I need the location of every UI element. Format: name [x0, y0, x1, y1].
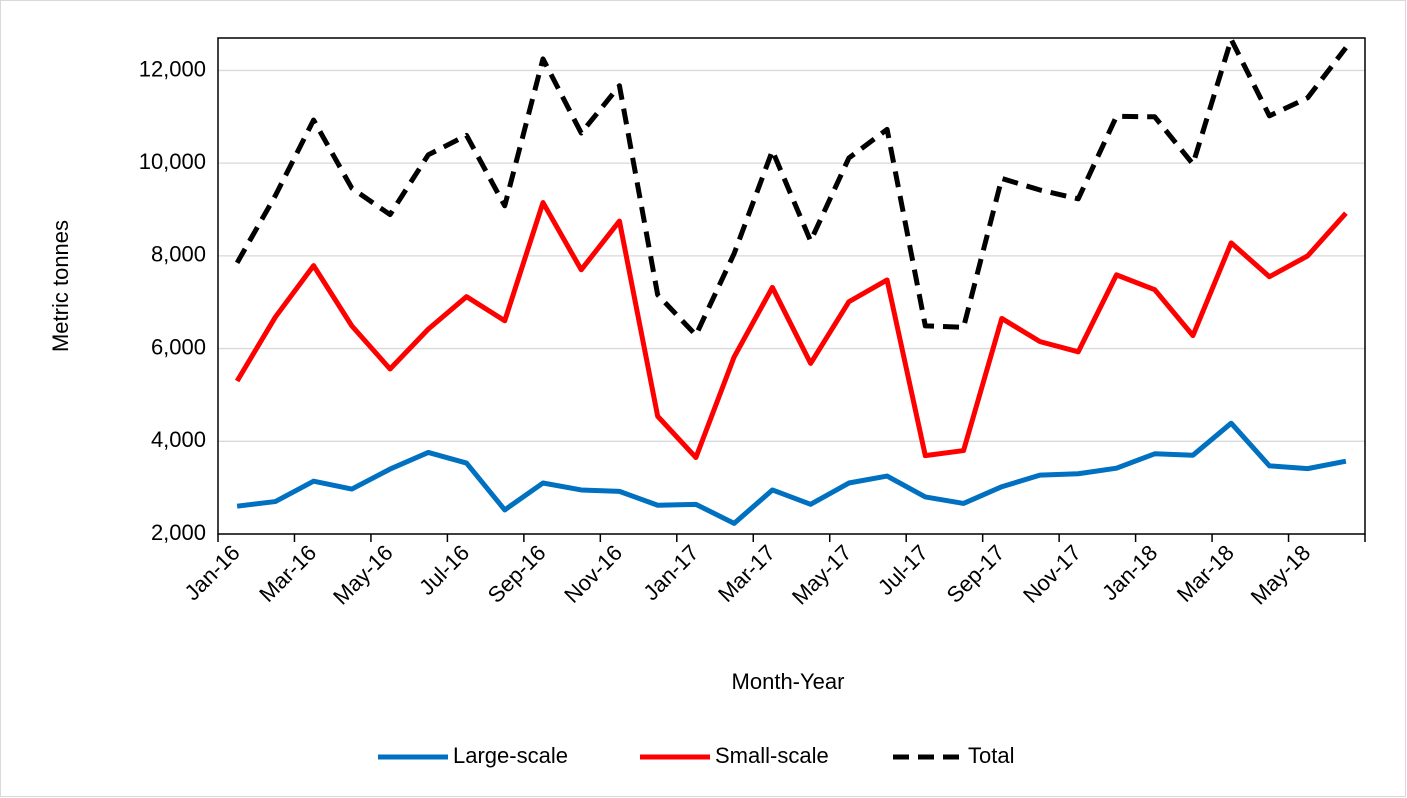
y-axis-title: Metric tonnes: [48, 220, 73, 352]
x-axis-title: Month-Year: [732, 669, 845, 694]
legend-label: Total: [968, 743, 1014, 768]
y-tick-label: 2,000: [151, 520, 206, 545]
data-line: [236, 420, 1347, 526]
legend-label: Large-scale: [453, 743, 568, 768]
y-tick-label: 4,000: [151, 427, 206, 452]
y-tick-label: 8,000: [151, 242, 206, 267]
y-tick-label: 10,000: [139, 149, 206, 174]
y-tick-label: 6,000: [151, 334, 206, 359]
plot-frame: [217, 37, 1366, 535]
data-line: [234, 200, 1348, 461]
legend-label: Small-scale: [715, 743, 829, 768]
y-tick-label: 12,000: [139, 56, 206, 81]
